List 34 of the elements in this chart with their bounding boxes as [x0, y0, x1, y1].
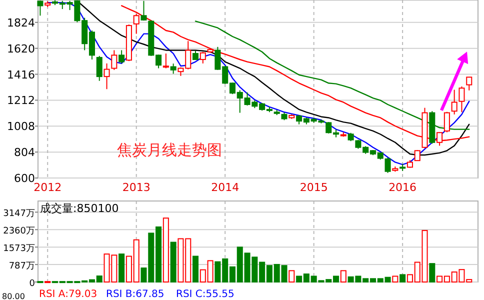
x-tick-label: 2012	[34, 181, 62, 194]
bar	[170, 242, 176, 282]
bar	[162, 218, 169, 282]
x-tick-label: 2013	[122, 181, 150, 194]
line-series	[194, 20, 470, 130]
y-tick-label: 1008	[7, 120, 35, 134]
text: RSI B:67.85	[106, 289, 164, 300]
text: RSI A:79.03	[39, 289, 98, 300]
y-tick-label: 1824	[7, 16, 35, 30]
text: 80.00	[2, 292, 25, 300]
annotation: 成交量:850100	[40, 202, 119, 215]
y-tick-label: 1212	[7, 94, 35, 108]
x-tick-label: 2014	[211, 181, 240, 194]
bar	[192, 256, 199, 282]
text: RSI C:55.55	[176, 289, 234, 300]
y-tick-label: 3147万	[3, 209, 35, 220]
y-tick-label: 1620	[7, 42, 35, 56]
annotation: 焦炭月线走势图	[117, 140, 222, 159]
bar	[392, 276, 398, 282]
y-tick-label: 2360万	[3, 226, 35, 237]
y-tick-label: 1573万	[3, 244, 35, 254]
x-tick-label: 2015	[300, 181, 328, 194]
y-tick-label: 1416	[7, 68, 35, 82]
bar	[118, 254, 125, 282]
bar	[288, 270, 295, 282]
y-tick-label: 600	[14, 172, 35, 185]
bar	[340, 270, 346, 282]
y-tick-label: 787万	[8, 262, 35, 272]
x-tick-label: 2016	[388, 181, 417, 194]
y-tick-label: 804	[14, 146, 35, 160]
line-series	[120, 5, 470, 142]
bar	[429, 263, 436, 282]
y-tick-label: 0	[29, 279, 36, 289]
bar	[400, 274, 406, 282]
